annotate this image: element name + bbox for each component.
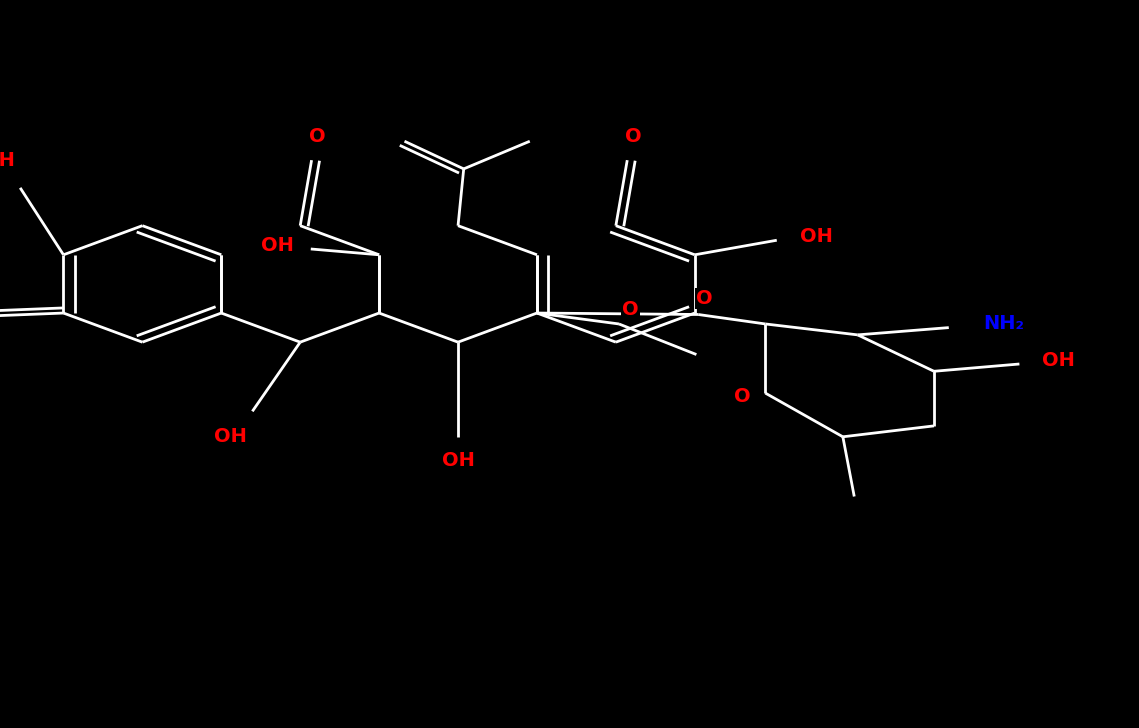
Text: OH: OH (261, 236, 294, 255)
Text: OH: OH (214, 427, 247, 446)
Text: O: O (624, 127, 641, 146)
Text: OH: OH (442, 451, 475, 470)
Text: O: O (622, 300, 639, 319)
Text: NH₂: NH₂ (983, 314, 1024, 333)
Text: OH: OH (800, 227, 833, 246)
Text: O: O (309, 127, 326, 146)
Text: O: O (696, 289, 712, 308)
Text: OH: OH (1042, 351, 1075, 370)
Text: O: O (735, 387, 751, 406)
Text: OH: OH (0, 151, 15, 170)
